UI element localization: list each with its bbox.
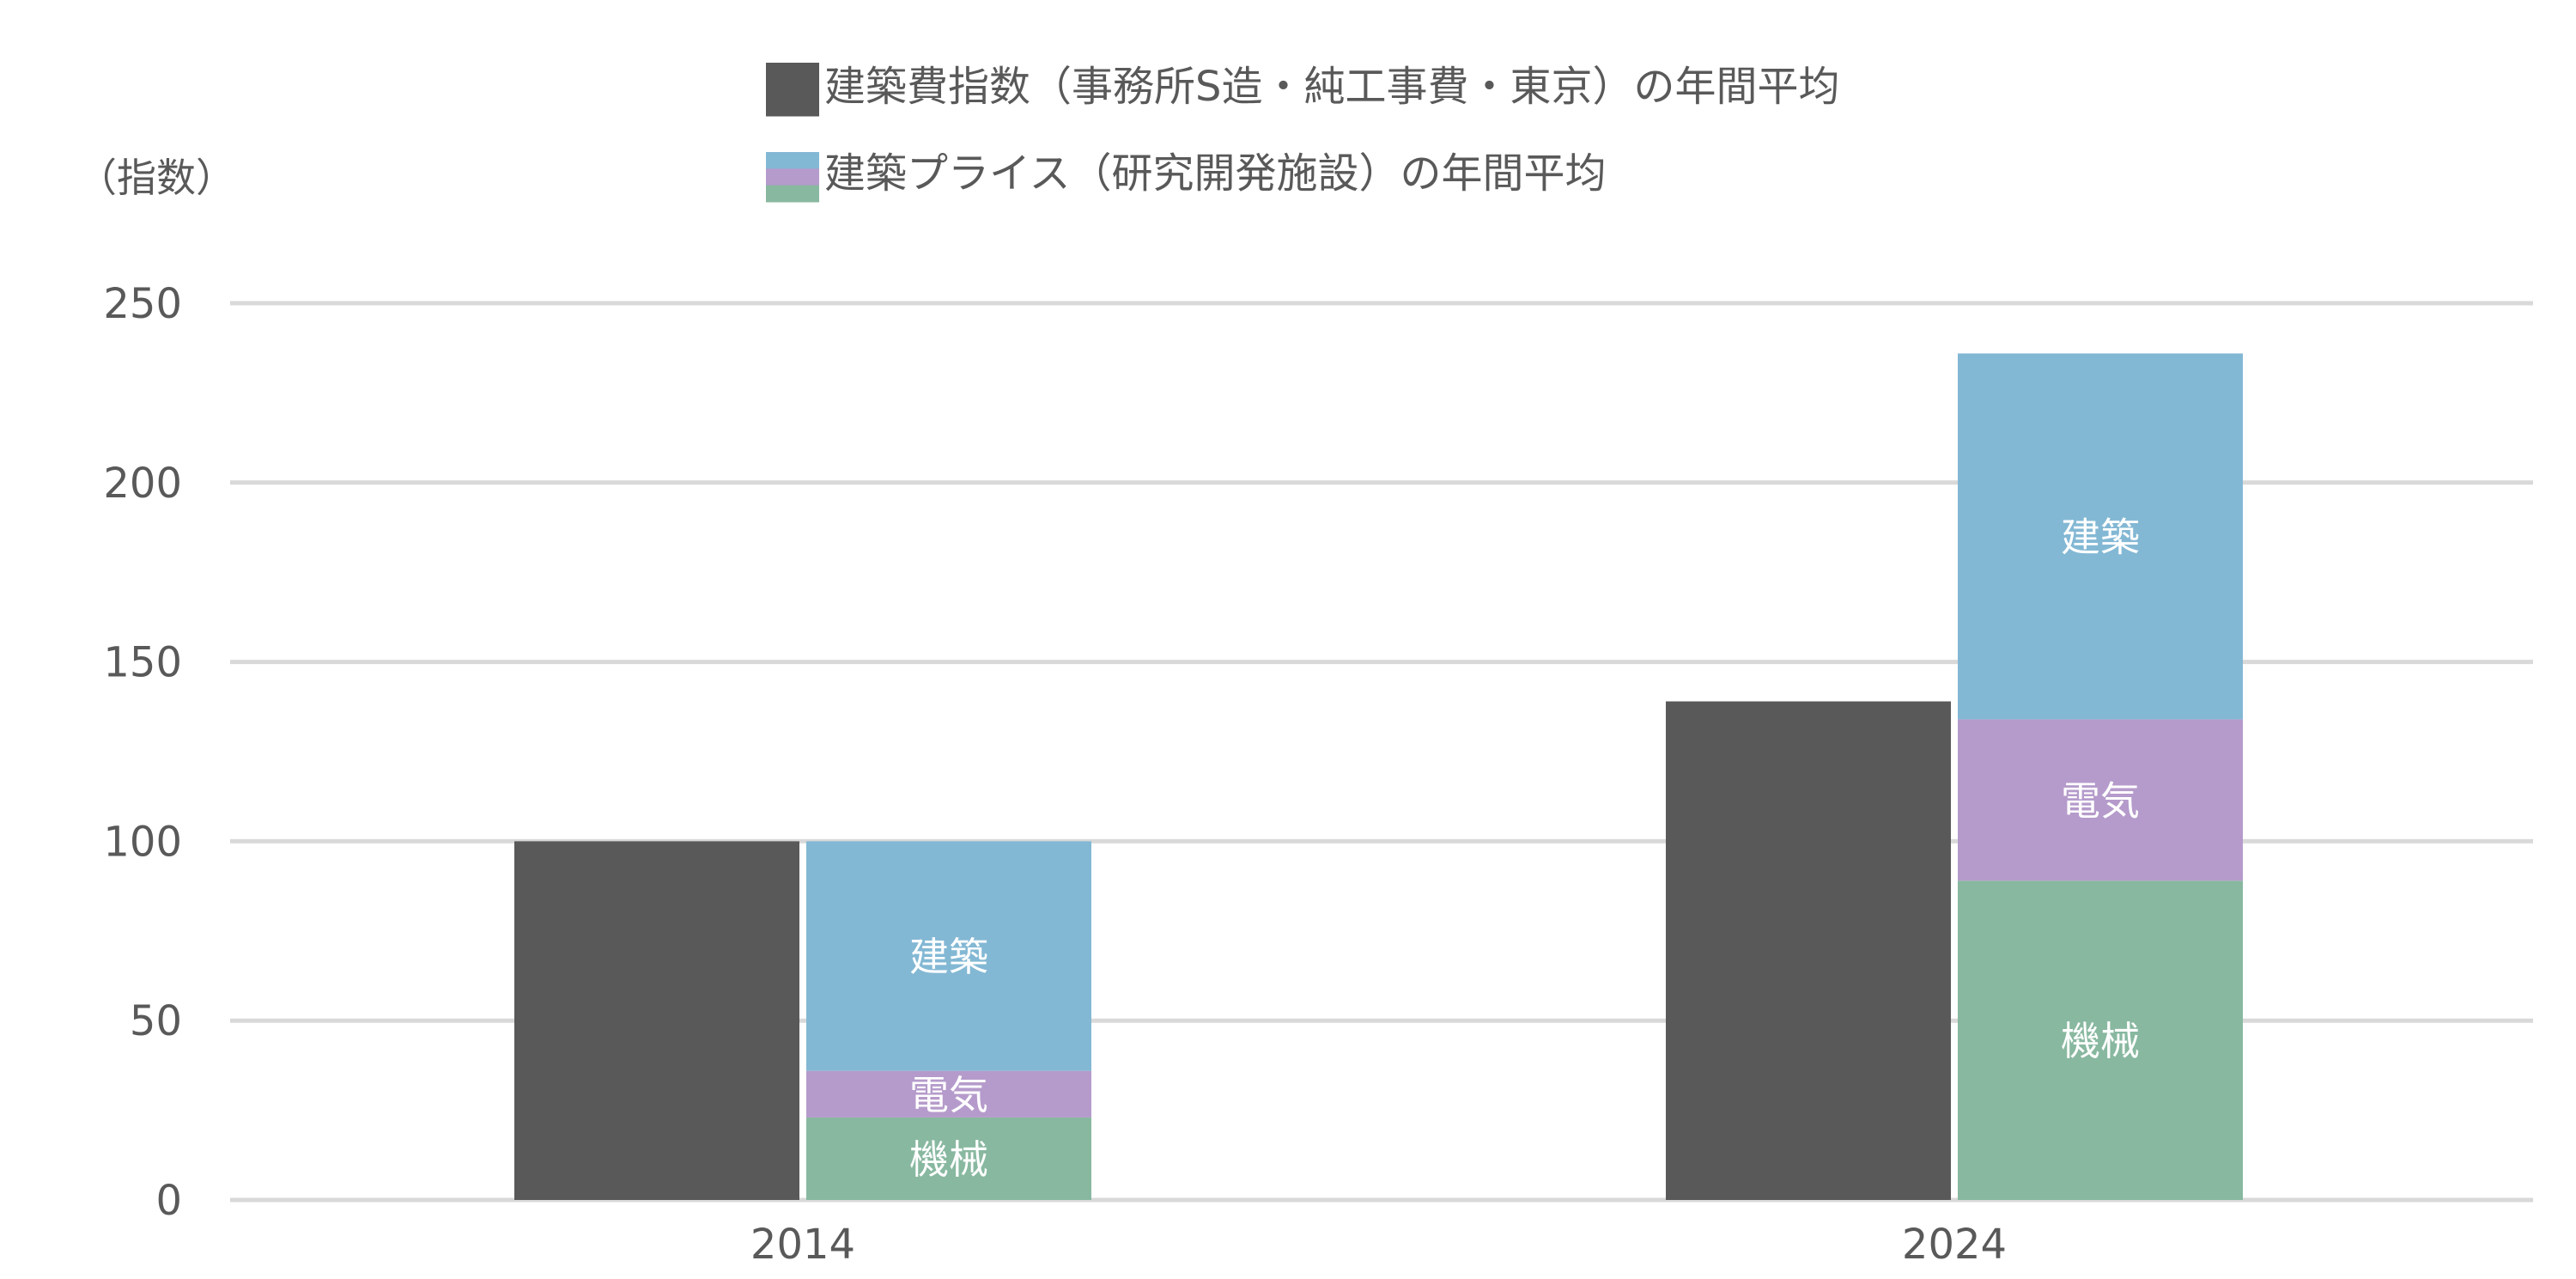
segment-label: 建築: [2061, 514, 2140, 560]
bar-2014-電気: [806, 1070, 1091, 1118]
y-tick-label: 50: [130, 997, 182, 1045]
legend-label: 建築プライス（研究開発施設）の年間平均: [824, 149, 1607, 198]
y-tick-label: 200: [103, 460, 182, 508]
y-tick-label: 0: [155, 1177, 182, 1225]
y-tick-label: 150: [103, 639, 182, 687]
segment-label: 機械: [909, 1136, 988, 1183]
x-tick-label: 2024: [1902, 1221, 2007, 1269]
x-axis-ticks: 2014 2024: [750, 1221, 2007, 1269]
legend-label: 建築費指数（事務所S造・純工事費・東京）の年間平均: [824, 63, 1839, 111]
segment-label: 建築: [909, 934, 988, 980]
bar-2024-電気: [1958, 719, 2243, 881]
bar-2024-建築費指数（事務所S造・純工事費・東京）の年間平均: [1666, 701, 1951, 1200]
legend-swatch: [766, 168, 819, 186]
bar-2024-建築: [1958, 353, 2243, 720]
segment-label: 電気: [2061, 777, 2140, 824]
legend-swatch: [766, 152, 819, 169]
bar-2014-建築: [806, 841, 1091, 1071]
bar-2014-機械: [806, 1117, 1091, 1200]
legend: 建築費指数（事務所S造・純工事費・東京）の年間平均建築プライス（研究開発施設）の…: [766, 63, 1839, 203]
x-tick-label: 2014: [750, 1221, 855, 1269]
bar-2014-建築費指数（事務所S造・純工事費・東京）の年間平均: [514, 841, 799, 1200]
y-axis-label: （指数）: [77, 155, 235, 201]
legend-swatch: [766, 63, 819, 117]
y-tick-label: 100: [103, 818, 182, 866]
y-axis-ticks: 0 50 100 150 200 250: [103, 280, 182, 1225]
segment-label: 電気: [909, 1072, 988, 1118]
legend-swatch: [766, 185, 819, 203]
bar-2024-機械: [1958, 880, 2243, 1200]
segment-label: 機械: [2061, 1018, 2140, 1064]
y-tick-label: 250: [103, 280, 182, 328]
